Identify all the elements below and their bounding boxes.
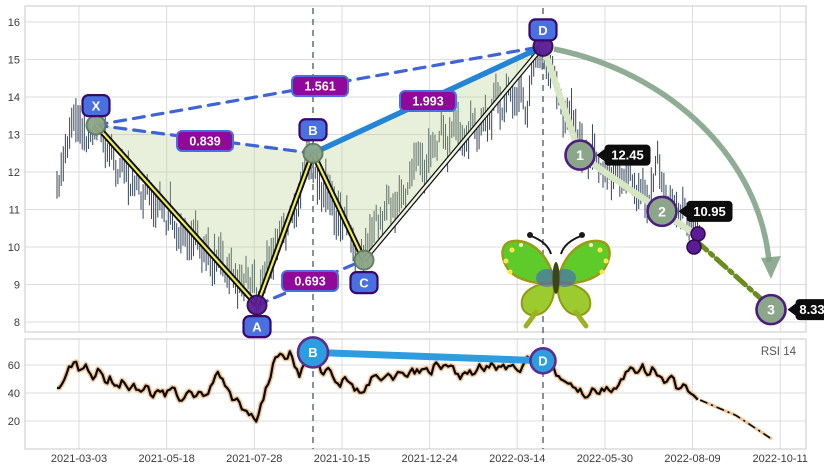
- pattern-point-label-a[interactable]: A: [242, 315, 272, 339]
- date-tick-label: 2021-12-24: [401, 453, 457, 465]
- price-tick-label: 12: [8, 167, 20, 179]
- pattern-fill-xab: [96, 125, 313, 306]
- rsi-line-glow: [56, 348, 700, 425]
- ratio-label-xb[interactable]: 0.839: [176, 130, 234, 152]
- svg-text:1: 1: [576, 147, 584, 163]
- butterfly-body: [552, 262, 560, 294]
- pattern-cd-core: [363, 45, 544, 261]
- date-tick-label: 2022-05-30: [577, 453, 633, 465]
- svg-text:3: 3: [767, 302, 775, 318]
- pattern-fill-bcd: [313, 46, 543, 261]
- svg-text:C: C: [359, 276, 369, 291]
- price-tick-label: 13: [8, 130, 20, 142]
- rsi-tick-label: 20: [8, 416, 20, 428]
- date-tick-label: 2021-03-03: [51, 453, 107, 465]
- rsi-marker-d[interactable]: D: [529, 346, 557, 375]
- rsi-divergence-line: [309, 348, 547, 365]
- rsi-line: [56, 350, 699, 423]
- price-tick-label: 10: [8, 242, 20, 254]
- event-dot: [690, 226, 706, 242]
- target-projection-line: [539, 43, 701, 239]
- rsi-period-label: RSI 14: [761, 346, 797, 358]
- flight-arrow-curve: [553, 46, 772, 263]
- svg-text:B: B: [308, 123, 317, 138]
- svg-text:2: 2: [658, 203, 666, 219]
- price-tick-label: 16: [8, 17, 20, 29]
- svg-text:1.561: 1.561: [304, 80, 335, 94]
- svg-text:1.993: 1.993: [412, 95, 443, 109]
- svg-text:X: X: [92, 99, 101, 114]
- pattern-point-dot-x: [85, 114, 107, 136]
- butterfly-icon: [501, 232, 611, 329]
- pattern-point-label-d[interactable]: D: [528, 18, 558, 42]
- price-panel-border: [24, 5, 807, 333]
- svg-text:12.45: 12.45: [611, 148, 644, 163]
- svg-text:D: D: [538, 353, 547, 368]
- projection-lines-layer: [539, 43, 771, 308]
- pattern-rail-core: [312, 152, 365, 261]
- event-dot: [686, 239, 702, 255]
- pattern-rail-core: [255, 152, 315, 306]
- target-1[interactable]: 1 12.45: [564, 139, 651, 171]
- flight-arrow-head: [761, 256, 781, 279]
- date-tick-label: 2022-03-14: [489, 453, 545, 465]
- rsi-projection-glow: [699, 398, 773, 441]
- date-tick-label: 2021-07-28: [226, 453, 282, 465]
- svg-text:0.839: 0.839: [189, 135, 220, 149]
- pattern-point-dot-c: [353, 249, 375, 271]
- date-tick-label: 2022-08-09: [664, 453, 720, 465]
- rsi-tick-label: 40: [8, 388, 20, 400]
- target-3[interactable]: 3 8.33: [755, 293, 824, 326]
- flight-arrow-layer: [553, 46, 781, 279]
- pattern-point-label-x[interactable]: X: [81, 94, 111, 118]
- rsi-series-layer: [56, 348, 773, 441]
- pattern-point-dot-a: [246, 294, 268, 316]
- pattern-dots-layer: [85, 35, 706, 316]
- vertical-guides-layer: [312, 8, 544, 449]
- pattern-lines-layer: [93, 43, 546, 308]
- pattern-point-label-c[interactable]: C: [349, 271, 379, 295]
- pattern-dashed-line: [94, 123, 315, 155]
- pattern-point-dot-b: [302, 142, 324, 164]
- svg-text:D: D: [538, 23, 547, 38]
- rsi-projection-dashdot: [699, 399, 773, 440]
- pattern-point-label-b[interactable]: B: [298, 118, 328, 142]
- ratio-label-ac[interactable]: 0.693: [281, 270, 339, 292]
- olive-dashdot-projection: [694, 238, 771, 308]
- date-tick-label: 2022-10-11: [752, 453, 807, 465]
- butterfly-antenna-tip: [527, 232, 533, 238]
- date-tick-label: 2021-10-15: [314, 453, 370, 465]
- butterfly-antenna-tip: [579, 232, 585, 238]
- ratio-label-bd[interactable]: 1.993: [399, 90, 457, 112]
- svg-text:10.95: 10.95: [693, 204, 726, 219]
- svg-text:A: A: [252, 320, 262, 335]
- price-tick-label: 15: [8, 55, 20, 67]
- price-tick-label: 8: [14, 317, 20, 329]
- svg-text:B: B: [308, 345, 317, 360]
- svg-text:8.33: 8.33: [799, 302, 824, 317]
- date-tick-label: 2021-05-18: [139, 453, 195, 465]
- rsi-marker-b[interactable]: B: [296, 336, 330, 369]
- price-tick-label: 14: [8, 92, 20, 104]
- rsi-tick-label: 60: [8, 360, 20, 372]
- rsi-panel-border: [24, 338, 807, 450]
- price-tick-label: 11: [9, 205, 20, 217]
- ratio-label-xd[interactable]: 1.561: [291, 75, 349, 97]
- pattern-fill-layer: [96, 46, 543, 306]
- svg-text:0.693: 0.693: [294, 275, 325, 289]
- pattern-rail-core: [95, 124, 258, 306]
- price-tick-label: 9: [14, 280, 20, 292]
- target-2[interactable]: 2 10.95: [646, 195, 733, 228]
